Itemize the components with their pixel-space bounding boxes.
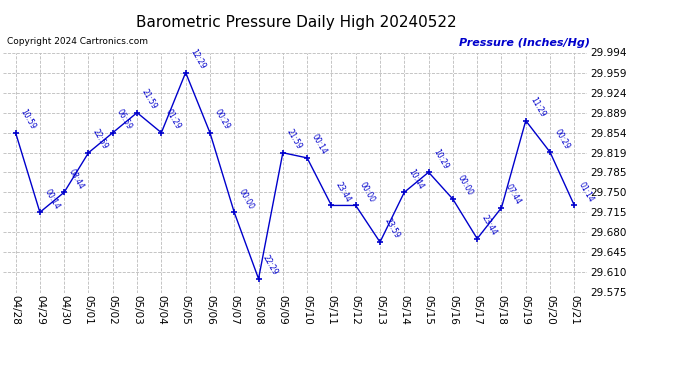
Text: 00:29: 00:29 — [213, 108, 231, 131]
Text: 08:44: 08:44 — [67, 167, 86, 190]
Text: 06:59: 06:59 — [115, 107, 134, 131]
Text: 00:00: 00:00 — [358, 180, 377, 204]
Text: 22:59: 22:59 — [91, 128, 110, 151]
Text: 00:29: 00:29 — [553, 127, 571, 150]
Text: 23:44: 23:44 — [480, 213, 498, 237]
Text: 21:59: 21:59 — [285, 128, 304, 151]
Text: 01:29: 01:29 — [164, 108, 182, 131]
Text: 22:29: 22:29 — [261, 254, 279, 277]
Text: Pressure (Inches/Hg): Pressure (Inches/Hg) — [459, 38, 590, 48]
Text: 11:29: 11:29 — [529, 96, 546, 119]
Text: 23:59: 23:59 — [382, 217, 401, 240]
Text: 00:14: 00:14 — [42, 187, 61, 211]
Text: 10:59: 10:59 — [18, 108, 37, 131]
Text: 01:14: 01:14 — [577, 180, 595, 204]
Text: 00:14: 00:14 — [310, 133, 328, 156]
Text: 23:44: 23:44 — [334, 180, 353, 204]
Text: 00:00: 00:00 — [237, 187, 255, 211]
Text: 00:00: 00:00 — [455, 174, 474, 197]
Text: 10:44: 10:44 — [406, 167, 426, 190]
Text: 21:59: 21:59 — [139, 88, 158, 111]
Text: 10:29: 10:29 — [431, 147, 450, 171]
Text: Barometric Pressure Daily High 20240522: Barometric Pressure Daily High 20240522 — [137, 15, 457, 30]
Text: 12:29: 12:29 — [188, 48, 207, 71]
Text: 07:44: 07:44 — [504, 183, 523, 206]
Text: Copyright 2024 Cartronics.com: Copyright 2024 Cartronics.com — [7, 38, 148, 46]
